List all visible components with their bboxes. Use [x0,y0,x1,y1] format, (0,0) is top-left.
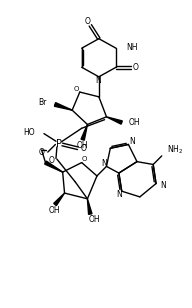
Polygon shape [87,199,92,214]
Polygon shape [54,103,72,110]
Text: OH: OH [88,215,100,224]
Polygon shape [107,117,122,124]
Text: N: N [129,137,135,146]
Text: N: N [101,159,107,168]
Text: Br: Br [38,98,46,107]
Polygon shape [45,161,63,172]
Text: O: O [81,144,87,153]
Text: O: O [132,63,138,72]
Text: HO: HO [23,128,34,136]
Polygon shape [81,124,87,140]
Text: OH: OH [128,118,140,127]
Text: NH: NH [127,43,138,52]
Text: OH: OH [48,206,60,215]
Text: OH: OH [77,140,89,150]
Text: N: N [160,181,166,190]
Text: N: N [117,190,122,199]
Polygon shape [54,193,65,206]
Text: N: N [96,76,101,86]
Text: O: O [74,86,79,91]
Text: NH$_2$: NH$_2$ [167,144,184,156]
Text: O: O [85,17,91,26]
Text: P: P [56,139,62,148]
Text: O: O [39,148,45,156]
Text: O: O [81,156,87,162]
Text: O: O [49,156,55,165]
